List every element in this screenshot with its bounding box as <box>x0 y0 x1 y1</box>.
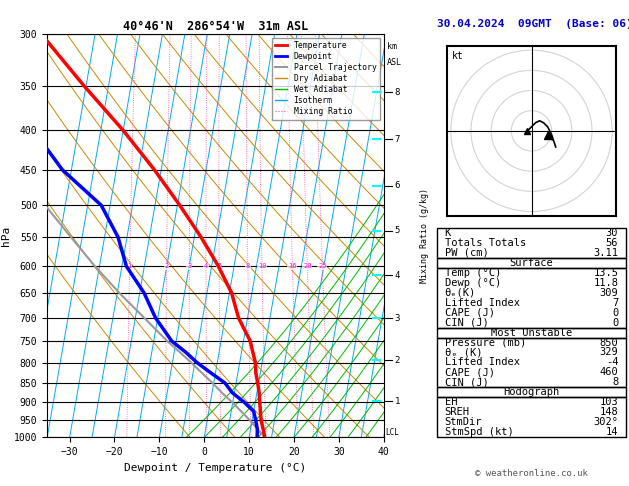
Text: EH: EH <box>445 398 457 407</box>
Text: 8: 8 <box>246 263 250 269</box>
Text: CAPE (J): CAPE (J) <box>445 308 494 317</box>
Text: 302°: 302° <box>593 417 618 427</box>
Bar <box>437 387 626 398</box>
Text: 56: 56 <box>606 238 618 248</box>
Text: PW (cm): PW (cm) <box>445 247 489 258</box>
Title: 40°46'N  286°54'W  31m ASL: 40°46'N 286°54'W 31m ASL <box>123 20 308 33</box>
Text: 30.04.2024  09GMT  (Base: 06): 30.04.2024 09GMT (Base: 06) <box>437 19 629 29</box>
Bar <box>437 268 626 328</box>
Text: CAPE (J): CAPE (J) <box>445 367 494 378</box>
Text: 8: 8 <box>395 88 400 97</box>
Text: 1: 1 <box>395 397 400 406</box>
Text: θₑ (K): θₑ (K) <box>445 347 482 358</box>
Text: © weatheronline.co.uk: © weatheronline.co.uk <box>475 469 588 478</box>
Text: 20: 20 <box>303 263 311 269</box>
Y-axis label: hPa: hPa <box>1 226 11 246</box>
Text: km: km <box>387 42 397 51</box>
Text: 329: 329 <box>599 347 618 358</box>
Text: Mixing Ratio (g/kg): Mixing Ratio (g/kg) <box>420 188 429 283</box>
Text: Totals Totals: Totals Totals <box>445 238 526 248</box>
Text: 7: 7 <box>612 297 618 308</box>
Text: CIN (J): CIN (J) <box>445 317 489 328</box>
Bar <box>437 258 626 268</box>
Text: CIN (J): CIN (J) <box>445 378 489 387</box>
Text: 10: 10 <box>258 263 266 269</box>
Text: 2: 2 <box>395 356 400 364</box>
Text: 4: 4 <box>395 271 400 279</box>
Text: 14: 14 <box>606 427 618 437</box>
Text: 8: 8 <box>612 378 618 387</box>
Text: Surface: Surface <box>509 258 554 268</box>
Text: 309: 309 <box>599 288 618 297</box>
Text: 0: 0 <box>612 317 618 328</box>
Text: 5: 5 <box>217 263 221 269</box>
Text: 0: 0 <box>612 308 618 317</box>
Bar <box>437 398 626 437</box>
Text: LCL: LCL <box>386 428 399 437</box>
Bar <box>437 337 626 387</box>
Text: Dewp (°C): Dewp (°C) <box>445 278 501 288</box>
Text: Hodograph: Hodograph <box>503 387 560 398</box>
Text: 103: 103 <box>599 398 618 407</box>
Text: 460: 460 <box>599 367 618 378</box>
Text: kt: kt <box>452 51 464 61</box>
Text: Pressure (mb): Pressure (mb) <box>445 337 526 347</box>
Text: -4: -4 <box>606 358 618 367</box>
Text: 1: 1 <box>128 263 131 269</box>
Text: 6: 6 <box>395 181 400 191</box>
Bar <box>437 328 626 337</box>
Text: 3: 3 <box>395 314 400 323</box>
Text: 3: 3 <box>187 263 191 269</box>
Legend: Temperature, Dewpoint, Parcel Trajectory, Dry Adiabat, Wet Adiabat, Isotherm, Mi: Temperature, Dewpoint, Parcel Trajectory… <box>272 38 380 120</box>
Text: SREH: SREH <box>445 407 470 417</box>
Text: StmDir: StmDir <box>445 417 482 427</box>
Text: 850: 850 <box>599 337 618 347</box>
Text: 3.11: 3.11 <box>593 247 618 258</box>
X-axis label: Dewpoint / Temperature (°C): Dewpoint / Temperature (°C) <box>125 463 306 473</box>
Text: 7: 7 <box>395 135 400 144</box>
Text: Most Unstable: Most Unstable <box>491 328 572 337</box>
Text: 2: 2 <box>164 263 169 269</box>
Text: 25: 25 <box>318 263 326 269</box>
Text: 148: 148 <box>599 407 618 417</box>
Text: θₑ(K): θₑ(K) <box>445 288 476 297</box>
Text: Temp (°C): Temp (°C) <box>445 268 501 278</box>
Text: 5: 5 <box>395 226 400 235</box>
Text: Lifted Index: Lifted Index <box>445 297 520 308</box>
Bar <box>437 227 626 258</box>
Text: K: K <box>445 227 451 238</box>
Text: 16: 16 <box>288 263 297 269</box>
Text: 13.5: 13.5 <box>593 268 618 278</box>
Text: 11.8: 11.8 <box>593 278 618 288</box>
Text: StmSpd (kt): StmSpd (kt) <box>445 427 513 437</box>
Text: 4: 4 <box>204 263 208 269</box>
Text: ASL: ASL <box>387 58 402 67</box>
Text: Lifted Index: Lifted Index <box>445 358 520 367</box>
Text: 30: 30 <box>606 227 618 238</box>
